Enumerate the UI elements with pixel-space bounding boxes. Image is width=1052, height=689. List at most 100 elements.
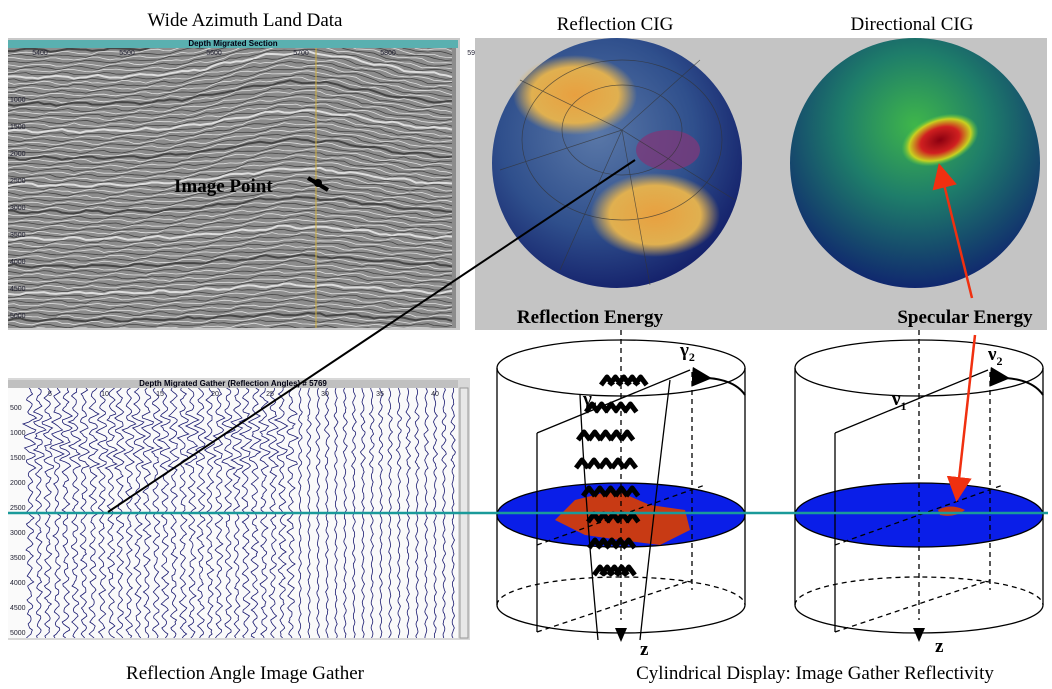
reflector [8,89,453,115]
reflection-blob [513,55,637,135]
reflector [8,48,453,61]
reflector [8,286,453,298]
reflector [8,214,453,232]
y-tick-label: 3500 [10,232,26,239]
event [574,457,638,470]
reflector [8,305,453,317]
azimuth-label: ν2 [987,344,1003,368]
section-header-bar [8,40,458,48]
y-tick-label: 2000 [10,480,26,487]
reflector [8,53,453,82]
reflector [8,190,453,208]
reflector [8,60,453,89]
specular-energy-label: Specular Energy [897,307,1033,328]
y-tick-label: 2000 [10,151,26,158]
reflector [8,151,453,172]
reflector [8,48,453,73]
subscript: 2 [997,354,1003,368]
reflector [8,48,453,64]
reflector [8,218,453,235]
reflector [8,50,453,80]
reflector [8,67,453,94]
reflector [8,183,453,202]
reflector [8,96,452,121]
y-tick-label: 4500 [10,286,26,293]
reflector [8,87,453,113]
reflector [8,145,453,167]
axis-arrow [913,628,925,642]
reflector [8,180,453,200]
y-tick-label: 3000 [10,205,26,212]
reflector [8,122,453,146]
reflector [8,202,453,220]
reflector [8,115,453,140]
x-tick-label: 35 [376,391,384,398]
reflector [8,289,453,301]
gather-ticks: 5 10 15 20 25 30 35 40 500 1000 1500 2000 2500 3000 35… [10,391,439,637]
reflector [8,64,453,92]
section-header: Depth Migrated Section [188,39,277,48]
reflector [8,174,453,194]
y-tick-label: 1000 [10,430,26,437]
reflector [8,119,453,143]
reflector [8,73,453,101]
reflector [8,76,453,104]
reflector [8,279,453,292]
reflection-cig-title: Reflection CIG [557,14,674,35]
reflector [8,100,453,124]
radius-label: γ1 [582,389,598,413]
reflection-energy-label: Reflection Energy [517,307,664,328]
reflector [8,193,453,211]
reflector [8,241,453,257]
reflector [8,48,453,71]
event [592,564,637,577]
reflector [8,318,453,328]
event [581,485,641,498]
reflector [8,238,453,254]
reflector [8,273,453,287]
x-tick-label: 5 [48,391,52,398]
x-tick-label: 15 [156,391,164,398]
reflector [8,48,453,56]
reflector [8,282,453,296]
directional-cylinder [794,330,1044,634]
reflection-grid [499,59,736,286]
reflector [8,57,453,86]
reflector [8,157,453,179]
section-texture [8,48,453,328]
reflector [8,195,453,215]
axis-label: z [640,639,649,660]
event [576,429,636,442]
image-point-label: Image Point [174,176,273,197]
reflector [34,322,452,328]
reflector [8,109,453,134]
symbol: γ [582,389,592,410]
y-tick-label: 2500 [10,505,26,512]
y-tick-label: 5000 [10,313,26,320]
reflector [8,111,453,137]
subscript: 1 [901,399,907,413]
specular-peak [901,113,979,167]
x-tick-label: 5400 [32,50,48,57]
azimuth-label: γ2 [679,340,695,364]
cylinder-caption: Cylindrical Display: Image Gather Reflec… [636,663,994,684]
reflector [8,177,453,197]
reflector [8,295,453,307]
x-tick-label: 25 [266,391,274,398]
symbol: γ [679,340,689,361]
reflector [8,84,453,109]
specular-arrow [932,163,974,299]
y-tick-label: 2500 [10,178,26,185]
symbol: ν [987,344,997,365]
x-tick-label: 5800 [380,50,396,57]
axis-arrow [615,628,627,642]
reflector [8,93,453,119]
reflector [8,209,453,226]
subscript: 1 [592,399,598,413]
reflector [8,164,453,184]
reflector [8,134,453,158]
reflector [8,263,453,277]
reflector [8,161,453,182]
radius-label: ν1 [891,389,907,413]
